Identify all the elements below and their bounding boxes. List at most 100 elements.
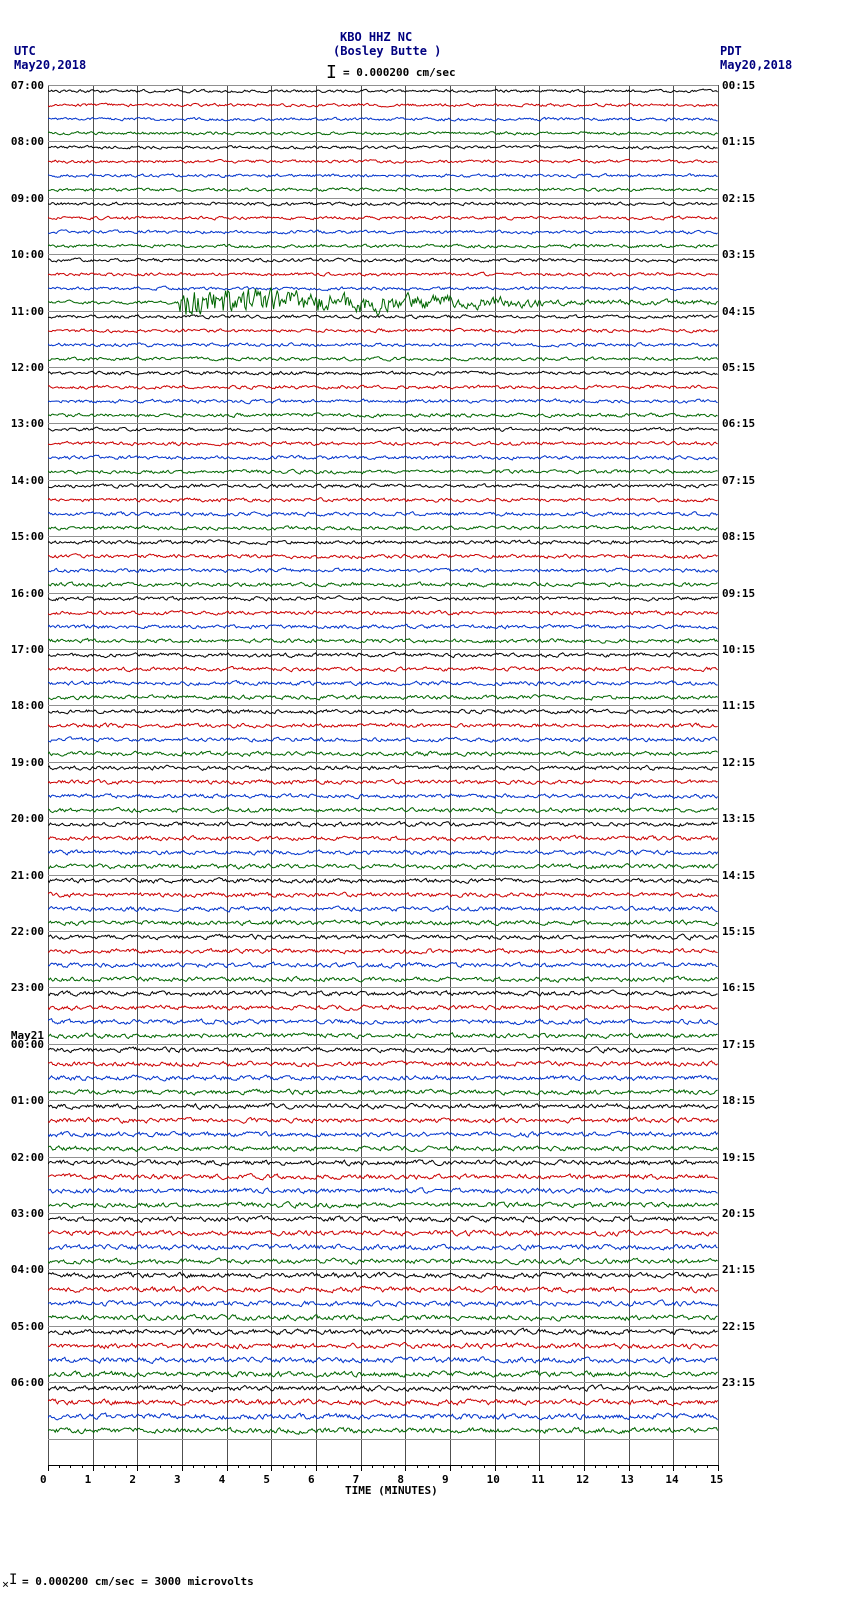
seismic-trace [48, 850, 718, 855]
seismic-trace [48, 639, 718, 644]
seismic-trace [48, 1047, 718, 1053]
time-label-left: 15:00 [4, 530, 44, 543]
time-label-right: 14:15 [722, 869, 755, 882]
seismic-trace [48, 385, 718, 389]
x-tick-label: 13 [621, 1473, 634, 1486]
time-label-right: 22:15 [722, 1320, 755, 1333]
x-tick-label: 11 [531, 1473, 544, 1486]
footer-scale-icon: ×I [2, 1572, 17, 1591]
seismic-trace [48, 484, 718, 489]
seismic-trace [48, 990, 718, 996]
x-tick-label: 1 [85, 1473, 92, 1486]
station-code: KBO HHZ NC [340, 30, 412, 44]
right-timezone: PDT [720, 44, 742, 58]
footer-text: = 0.000200 cm/sec = 3000 microvolts [22, 1575, 254, 1588]
x-axis-line [48, 1465, 718, 1466]
time-label-right: 02:15 [722, 192, 755, 205]
time-label-right: 13:15 [722, 812, 755, 825]
time-label-left: 01:00 [4, 1094, 44, 1107]
x-tick-label: 3 [174, 1473, 181, 1486]
seismic-trace [48, 1371, 718, 1378]
seismic-trace [48, 343, 718, 347]
seismic-trace [48, 568, 718, 572]
x-tick-label: 14 [665, 1473, 678, 1486]
time-label-left: 06:00 [4, 1376, 44, 1389]
seismic-trace [48, 906, 718, 912]
seismic-trace [48, 498, 718, 503]
time-label-left: 10:00 [4, 248, 44, 261]
seismic-trace [48, 681, 718, 686]
seismic-trace [48, 526, 718, 531]
right-date: May20,2018 [720, 58, 792, 72]
time-label-left: 23:00 [4, 981, 44, 994]
seismic-trace [48, 1216, 718, 1223]
seismic-trace [48, 258, 718, 263]
seismic-trace [48, 892, 718, 897]
time-label-right: 15:15 [722, 925, 755, 938]
time-label-left: 07:00 [4, 79, 44, 92]
seismic-trace [48, 1230, 718, 1237]
time-label-left: 05:00 [4, 1320, 44, 1333]
seismic-trace [48, 624, 718, 629]
seismic-trace [48, 1005, 718, 1010]
seismic-trace [48, 667, 718, 672]
seismic-trace [48, 145, 718, 149]
time-label-right: 10:15 [722, 643, 755, 656]
seismic-trace [48, 441, 718, 446]
seismic-trace [48, 1272, 718, 1279]
time-label-right: 11:15 [722, 699, 755, 712]
time-label-left: 11:00 [4, 305, 44, 318]
seismic-trace [48, 1117, 718, 1123]
seismic-trace [48, 288, 718, 316]
time-label-left: 14:00 [4, 474, 44, 487]
time-label-left: 12:00 [4, 361, 44, 374]
seismic-trace [48, 89, 718, 93]
time-label-left: 02:00 [4, 1151, 44, 1164]
seismic-trace [48, 934, 718, 940]
seismic-trace [48, 399, 718, 404]
time-label-right: 01:15 [722, 135, 755, 148]
seismic-trace [48, 1244, 718, 1250]
scale-text: = 0.000200 cm/sec [343, 66, 456, 79]
time-label-right: 00:15 [722, 79, 755, 92]
seismic-trace [48, 371, 718, 376]
seismic-trace [48, 864, 718, 869]
x-tick-label: 0 [40, 1473, 47, 1486]
seismic-trace [48, 1033, 718, 1039]
seismic-trace [48, 582, 718, 587]
time-label-right: 09:15 [722, 587, 755, 600]
seismic-trace [48, 216, 718, 220]
seismic-trace [48, 652, 718, 657]
seismic-trace [48, 159, 718, 163]
seismic-trace [48, 835, 718, 841]
time-label-right: 07:15 [722, 474, 755, 487]
time-label-left: 09:00 [4, 192, 44, 205]
seismic-trace [48, 949, 718, 954]
seismic-trace [48, 1342, 718, 1349]
time-label-right: 08:15 [722, 530, 755, 543]
time-label-right: 21:15 [722, 1263, 755, 1276]
seismic-trace [48, 1075, 718, 1081]
time-label-right: 05:15 [722, 361, 755, 374]
seismic-trace [48, 1399, 718, 1406]
seismic-trace [48, 976, 718, 982]
time-label-left: 17:00 [4, 643, 44, 656]
x-tick [718, 1465, 719, 1471]
seismic-trace [48, 230, 718, 234]
seismic-trace [48, 765, 718, 770]
seismic-trace [48, 1146, 718, 1152]
seismic-trace [48, 878, 718, 884]
left-timezone: UTC [14, 44, 36, 58]
seismic-trace [48, 272, 718, 276]
seismic-trace [48, 413, 718, 418]
time-label-left: 13:00 [4, 417, 44, 430]
time-label-right: 19:15 [722, 1151, 755, 1164]
time-label-right: 17:15 [722, 1038, 755, 1051]
seismic-trace [48, 962, 718, 968]
seismic-trace [48, 723, 718, 728]
time-label-right: 12:15 [722, 756, 755, 769]
seismic-trace [48, 1428, 718, 1435]
time-label-right: 16:15 [722, 981, 755, 994]
seismic-trace [48, 286, 718, 290]
seismic-trace [48, 427, 718, 431]
